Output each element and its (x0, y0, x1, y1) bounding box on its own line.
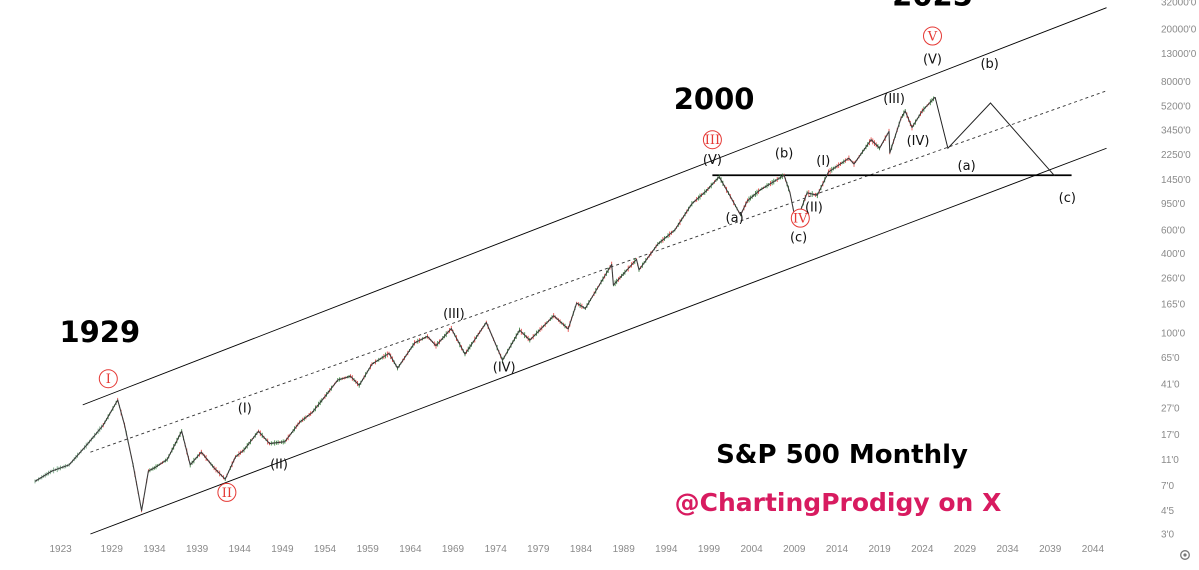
circled-wave-text: V (927, 30, 938, 45)
circled-wave-ring (923, 26, 942, 46)
y-tick-label: 20000'0 (1161, 25, 1197, 36)
chart-title: S&P 500 Monthly (716, 440, 968, 470)
y-tick-label: 3450'0 (1161, 125, 1191, 136)
circled-wave-text: IV (793, 212, 808, 227)
y-tick-label: 5200'0 (1161, 102, 1191, 113)
circled-wave-label: III (702, 130, 722, 150)
projection-path (934, 96, 1055, 177)
wave-label: (I) (816, 154, 830, 169)
wave-label: (c) (1059, 191, 1076, 206)
y-tick-label: 13000'0 (1161, 49, 1197, 60)
y-tick-label: 32000'0 (1161, 0, 1197, 9)
y-tick-label: 950'0 (1161, 199, 1186, 210)
year-label-2025: 2025 (892, 0, 973, 13)
wave-label: (III) (443, 307, 465, 322)
wave-label: (V) (703, 153, 722, 168)
wave-label: (II) (805, 200, 823, 215)
x-tick-label: 1964 (399, 544, 422, 555)
wave-label: (I) (238, 402, 252, 417)
circled-wave-label: I (98, 369, 118, 389)
wave-label: (IV) (493, 361, 516, 376)
circled-wave-ring (217, 482, 237, 502)
y-tick-label: 4'5 (1161, 506, 1174, 517)
x-tick-label: 2019 (868, 544, 891, 555)
x-axis: 1923 1929 1934 1939 1944 1949 1954 1959 1964 1969… (49, 544, 1104, 555)
y-axis: 32000'0 20000'0 13000'0 8000'0 5200'0 3450'0 2… (1161, 0, 1197, 541)
wave-label: (V) (923, 53, 942, 68)
wave-label: (a) (726, 211, 744, 226)
projection-line (934, 96, 1055, 177)
y-tick-label: 100'0 (1161, 328, 1186, 339)
circled-wave-ring (98, 369, 118, 389)
channel-lines (82, 7, 1107, 535)
y-tick-label: 3'0 (1161, 530, 1174, 541)
channel-lower-line (90, 147, 1107, 535)
y-tick-label: 400'0 (1161, 249, 1186, 260)
y-tick-label: 8000'0 (1161, 77, 1191, 88)
y-tick-label: 41'0 (1161, 380, 1180, 391)
circled-wave-label: V (923, 26, 942, 46)
x-tick-label: 1999 (698, 544, 721, 555)
x-tick-label: 2029 (954, 544, 977, 555)
y-tick-label: 17'0 (1161, 430, 1180, 441)
year-label-2000: 2000 (674, 82, 755, 116)
circled-wave-label: II (217, 482, 237, 502)
x-tick-label: 2024 (911, 544, 934, 555)
x-tick-label: 1989 (613, 544, 636, 555)
circled-wave-text: I (106, 372, 111, 387)
wave-label: (II) (270, 457, 288, 472)
price-line (34, 96, 936, 512)
x-tick-label: 1949 (271, 544, 294, 555)
y-tick-label: 600'0 (1161, 226, 1186, 237)
circled-wave-text: III (705, 133, 720, 148)
x-tick-label: 2004 (740, 544, 763, 555)
circled-wave-label: IV (790, 208, 810, 228)
y-tick-label: 65'0 (1161, 353, 1180, 364)
circled-wave-ring (790, 208, 810, 228)
x-tick-label: 2034 (996, 544, 1019, 555)
wave-label: (b) (775, 147, 793, 162)
circled-wave-ring (702, 130, 722, 150)
x-tick-label: 1979 (527, 544, 550, 555)
x-tick-label: 1929 (101, 544, 124, 555)
x-tick-label: 1944 (229, 544, 252, 555)
y-tick-label: 11'0 (1161, 455, 1179, 466)
channel-upper-line (82, 7, 1107, 406)
wave-label: (IV) (907, 134, 930, 149)
y-tick-label: 1450'0 (1161, 175, 1191, 186)
x-tick-label: 1954 (314, 544, 337, 555)
year-label-1929: 1929 (59, 315, 140, 349)
x-tick-label: 2009 (783, 544, 806, 555)
y-tick-label: 27'0 (1161, 404, 1180, 415)
x-tick-label: 1974 (485, 544, 508, 555)
channel-mid-line (90, 90, 1107, 453)
x-tick-label: 1934 (143, 544, 166, 555)
wave-annotations: 192920002025IIIIIIIVV(I)(II)(III)(IV)(V)… (59, 0, 1076, 502)
wave-label: (c) (790, 231, 807, 246)
x-tick-label: 1994 (655, 544, 678, 555)
x-tick-label: 1969 (442, 544, 465, 555)
x-tick-label: 2039 (1039, 544, 1062, 555)
x-tick-label: 1923 (49, 544, 72, 555)
x-tick-label: 1939 (186, 544, 209, 555)
y-tick-label: 2250'0 (1161, 150, 1191, 161)
y-tick-label: 165'0 (1161, 300, 1186, 311)
settings-icon[interactable] (1179, 549, 1191, 561)
x-tick-label: 1984 (570, 544, 593, 555)
chart-credit: @ChartingProdigy on X (675, 488, 1002, 517)
x-tick-label: 2014 (826, 544, 849, 555)
price-series (34, 96, 936, 513)
x-tick-label: 2044 (1082, 544, 1105, 555)
y-tick-label: 260'0 (1161, 274, 1186, 285)
y-tick-label: 7'0 (1161, 481, 1174, 492)
x-tick-label: 1959 (357, 544, 380, 555)
wave-label: (b) (980, 57, 998, 72)
wave-label: (III) (883, 92, 905, 107)
wave-label: (a) (958, 159, 976, 174)
circled-wave-text: II (222, 486, 232, 501)
